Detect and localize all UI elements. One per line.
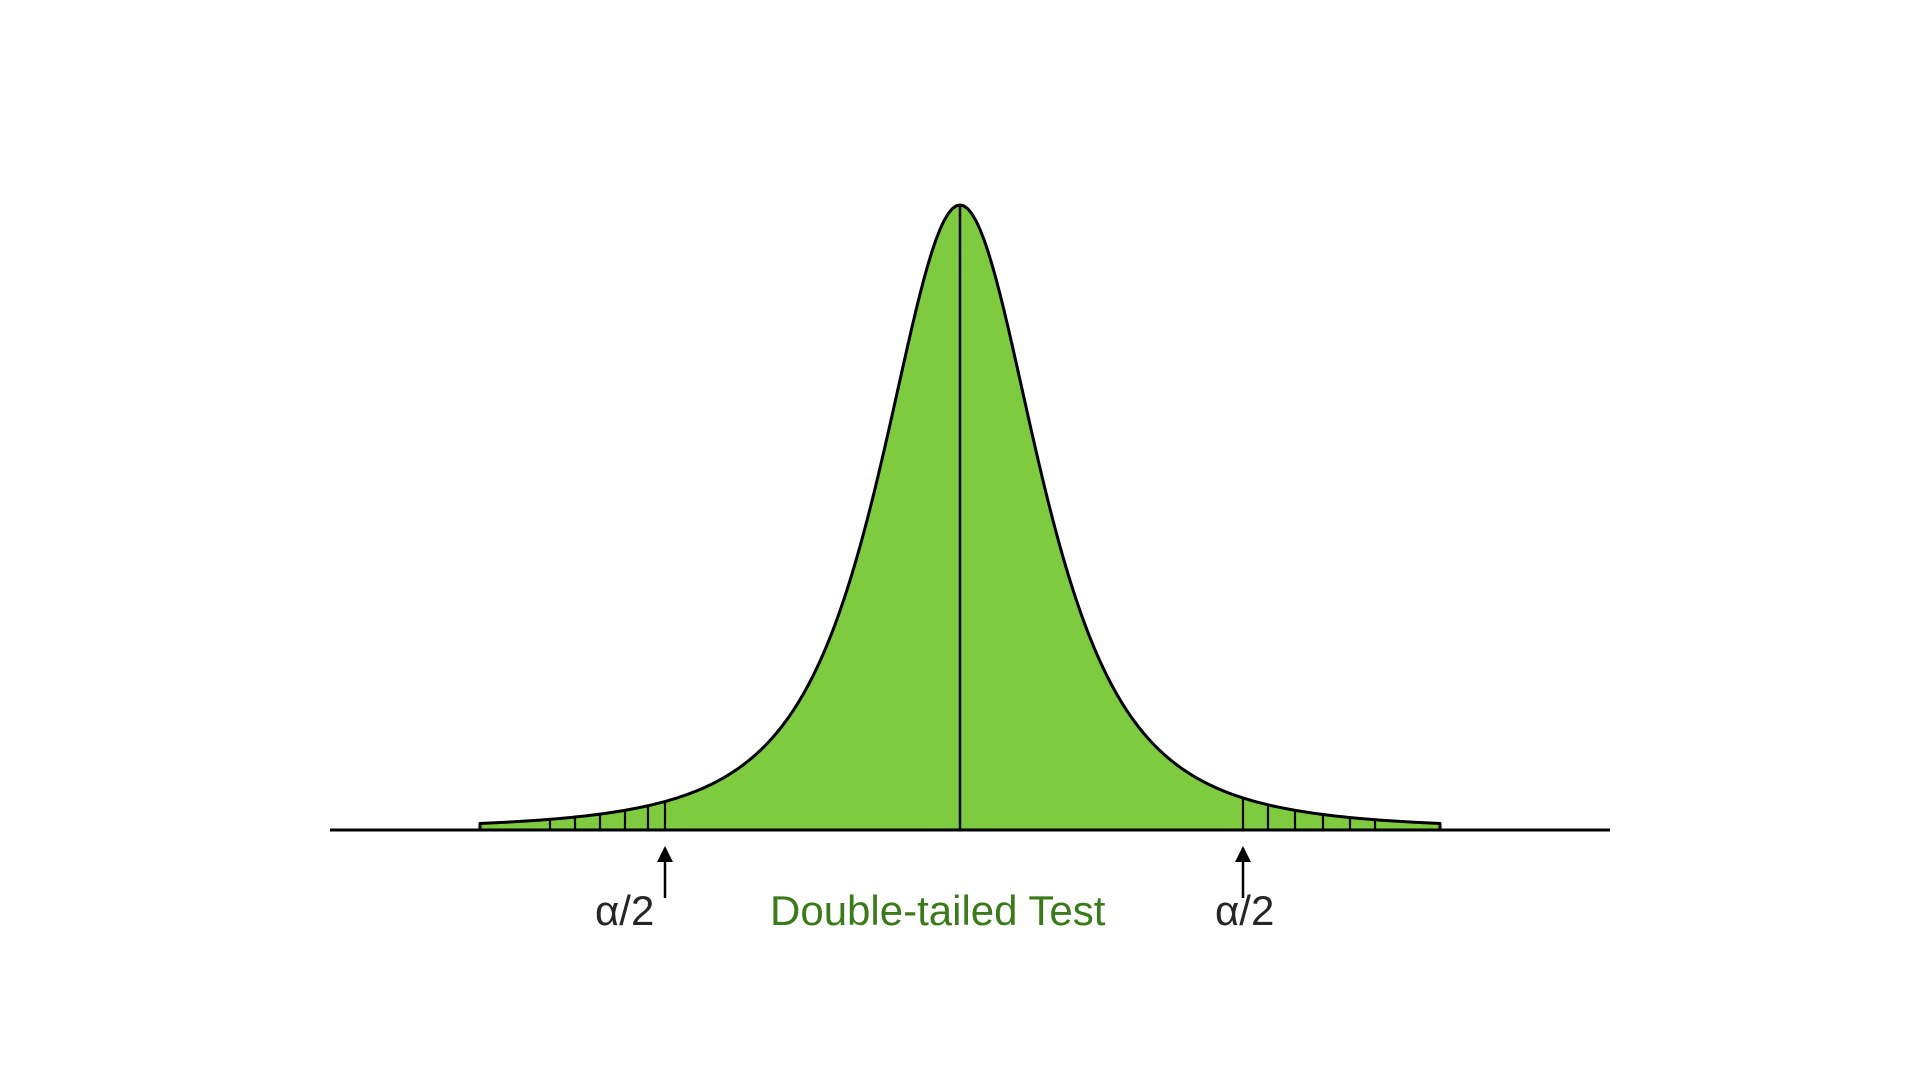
diagram-stage: α/2 Double-tailed Test α/2 xyxy=(0,0,1920,1080)
left-tail-alpha-label: α/2 xyxy=(595,890,654,932)
diagram-title: Double-tailed Test xyxy=(770,890,1105,932)
right-tail-alpha-label: α/2 xyxy=(1215,890,1274,932)
right-critical-arrow-head xyxy=(1235,846,1251,862)
left-critical-arrow-head xyxy=(657,846,673,862)
